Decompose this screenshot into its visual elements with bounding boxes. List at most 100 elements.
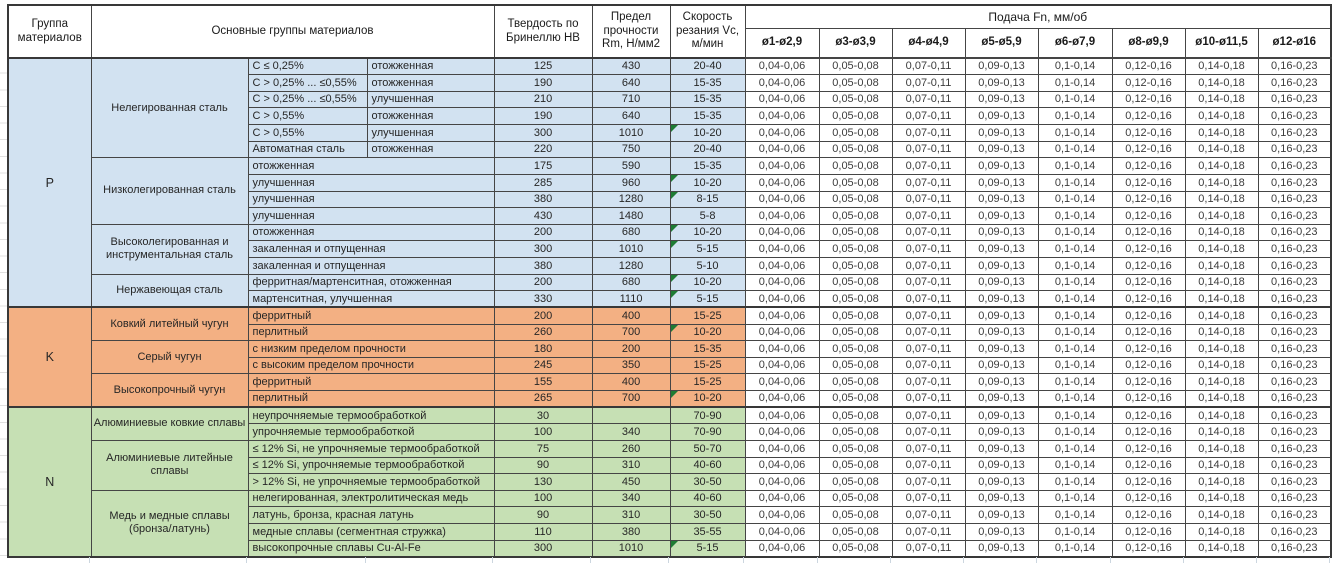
feed-value-cell: 0,09-0,13	[964, 473, 1039, 491]
table-row: Нержавеющая сталь ферритная/мартенситная,…	[8, 273, 1332, 308]
feed-value-cell: 0,07-0,11	[891, 124, 966, 142]
feed-value-cell: 0,1-0,14	[1037, 173, 1113, 192]
speed-cell: 30-50	[669, 473, 746, 491]
strength-cell: 960	[591, 173, 671, 192]
hardness-cell: 300	[493, 240, 593, 258]
feed-value-cell: 0,05-0,08	[818, 489, 893, 508]
material-state-cell: с высоким пределом прочности	[247, 356, 495, 375]
feed-value-cell: 0,1-0,14	[1037, 190, 1113, 209]
material-state-cell: улучшенная	[247, 207, 495, 225]
feed-value-cell: 0,14-0,18	[1184, 473, 1259, 491]
feed-value-cell: 0,09-0,13	[964, 323, 1039, 342]
section-letter-cell: K	[7, 306, 92, 408]
gridline-tick	[590, 557, 591, 563]
gridline-tick	[492, 557, 493, 563]
feed-value-cell: 0,05-0,08	[818, 74, 893, 92]
feed-value-cell: 0,04-0,06	[744, 406, 820, 425]
feed-value-cell: 0,07-0,11	[891, 207, 966, 225]
feed-value-cell: 0,14-0,18	[1184, 323, 1259, 342]
feed-value-cell: 0,12-0,16	[1111, 57, 1186, 76]
hardness-cell: 430	[493, 207, 593, 225]
feed-value-cell: 0,14-0,18	[1184, 273, 1259, 292]
feed-value-cell: 0,09-0,13	[964, 356, 1039, 375]
group-name-cell: Алюминиевые ковкие сплавы	[90, 406, 249, 441]
feed-value-cell: 0,16-0,23	[1257, 290, 1332, 308]
feed-value-cell: 0,14-0,18	[1184, 140, 1259, 159]
feed-value-cell: 0,05-0,08	[818, 306, 893, 325]
material-state-cell: ≤ 12% Si, не упрочняемые термообработкой	[247, 439, 495, 458]
feed-value-cell: 0,16-0,23	[1257, 157, 1332, 175]
feed-value-cell: 0,04-0,06	[744, 539, 820, 558]
material-state-cell: отожженная	[366, 57, 495, 76]
speed-cell: 70-90	[669, 406, 746, 425]
feed-value-cell: 0,1-0,14	[1037, 74, 1113, 92]
table-header: Группа материалов Основные группы матери…	[7, 4, 1332, 59]
feed-value-cell: 0,04-0,06	[744, 373, 820, 391]
gridline-tick	[890, 557, 891, 563]
table-row: Автоматная сталь отожженная 220 750 20-40 0,0…	[8, 140, 1332, 159]
cell-flag-triangle-icon	[671, 125, 678, 132]
speed-cell: 10-20	[669, 390, 746, 408]
feed-value-cell: 0,09-0,13	[964, 74, 1039, 92]
feed-value-cell: 0,04-0,06	[744, 489, 820, 508]
feed-value-cell: 0,12-0,16	[1111, 423, 1186, 441]
feed-value-cell: 0,14-0,18	[1184, 57, 1259, 76]
hardness-cell: 100	[493, 423, 593, 441]
speed-cell: 30-50	[669, 506, 746, 524]
feed-value-cell: 0,16-0,23	[1257, 107, 1332, 125]
header-feed-d2: ø3-ø3,9	[818, 27, 893, 59]
feed-value-cell: 0,1-0,14	[1037, 473, 1113, 491]
strength-cell: 260	[591, 439, 671, 458]
feed-value-cell: 0,09-0,13	[964, 57, 1039, 76]
feed-value-cell: 0,09-0,13	[964, 273, 1039, 292]
speed-cell: 15-35	[669, 107, 746, 125]
table-row: P Нелегированная сталь C ≤ 0,25% отожженная…	[7, 56, 1332, 308]
strength-cell: 1010	[591, 124, 671, 142]
feed-value-cell: 0,07-0,11	[891, 57, 966, 76]
feed-value-cell: 0,04-0,06	[744, 273, 820, 292]
table-row: K Ковкий литейный чугун ферритный 200 400 15-…	[7, 306, 1332, 408]
feed-value-cell: 0,04-0,06	[744, 74, 820, 92]
gridline-tick	[1329, 557, 1330, 563]
feed-value-cell: 0,05-0,08	[818, 356, 893, 375]
group-name-cell: Нержавеющая сталь	[90, 273, 249, 308]
feed-value-cell: 0,1-0,14	[1037, 290, 1113, 308]
feed-value-cell: 0,12-0,16	[1111, 223, 1186, 242]
speed-cell: 10-20	[669, 223, 746, 242]
table-row: Низколегированная сталь отожженная 175 590 1…	[8, 157, 1332, 225]
feed-value-cell: 0,07-0,11	[891, 439, 966, 458]
feed-value-cell: 0,1-0,14	[1037, 373, 1113, 391]
speed-cell: 40-60	[669, 489, 746, 508]
material-state-cell: ферритная/мартенситная, отожженная	[247, 273, 495, 292]
feed-value-cell: 0,07-0,11	[891, 306, 966, 325]
hardness-cell: 180	[493, 340, 593, 358]
feed-value-cell: 0,04-0,06	[744, 157, 820, 175]
feed-value-cell: 0,07-0,11	[891, 90, 966, 109]
feed-value-cell: 0,09-0,13	[964, 290, 1039, 308]
material-state-cell: отожженная	[366, 140, 495, 159]
feed-value-cell: 0,1-0,14	[1037, 107, 1113, 125]
cell-flag-triangle-icon	[671, 241, 678, 249]
strength-cell: 350	[591, 356, 671, 375]
gridline-tick	[1183, 557, 1184, 563]
feed-value-cell: 0,07-0,11	[891, 173, 966, 192]
feed-value-cell: 0,12-0,16	[1111, 539, 1186, 558]
feed-value-cell: 0,16-0,23	[1257, 140, 1332, 159]
strength-cell: 1010	[591, 240, 671, 258]
gridline-tick	[668, 557, 669, 563]
feed-value-cell: 0,07-0,11	[891, 273, 966, 292]
speed-cell: 10-20	[669, 124, 746, 142]
strength-cell: 340	[591, 423, 671, 441]
group-name-cell: Алюминиевые литейные сплавы	[90, 439, 249, 491]
table-row: C > 0,55% отожженная 190 640 15-35 0,04-0,06 0…	[8, 107, 1332, 125]
feed-value-cell: 0,09-0,13	[964, 423, 1039, 441]
feed-value-cell: 0,09-0,13	[964, 90, 1039, 109]
header-hardness: Твердость по Бринеллю HB	[493, 4, 593, 59]
hardness-cell: 30	[493, 406, 593, 425]
material-state-cell: ферритный	[247, 306, 495, 325]
table-row: C > 0,25% ... ≤0,55% улучшенная 210 710 15-3…	[8, 90, 1332, 109]
feed-value-cell: 0,04-0,06	[744, 323, 820, 342]
feed-value-cell: 0,14-0,18	[1184, 257, 1259, 275]
material-state-cell: медные сплавы (сегментная стружка)	[247, 523, 495, 541]
feed-value-cell: 0,09-0,13	[964, 390, 1039, 408]
